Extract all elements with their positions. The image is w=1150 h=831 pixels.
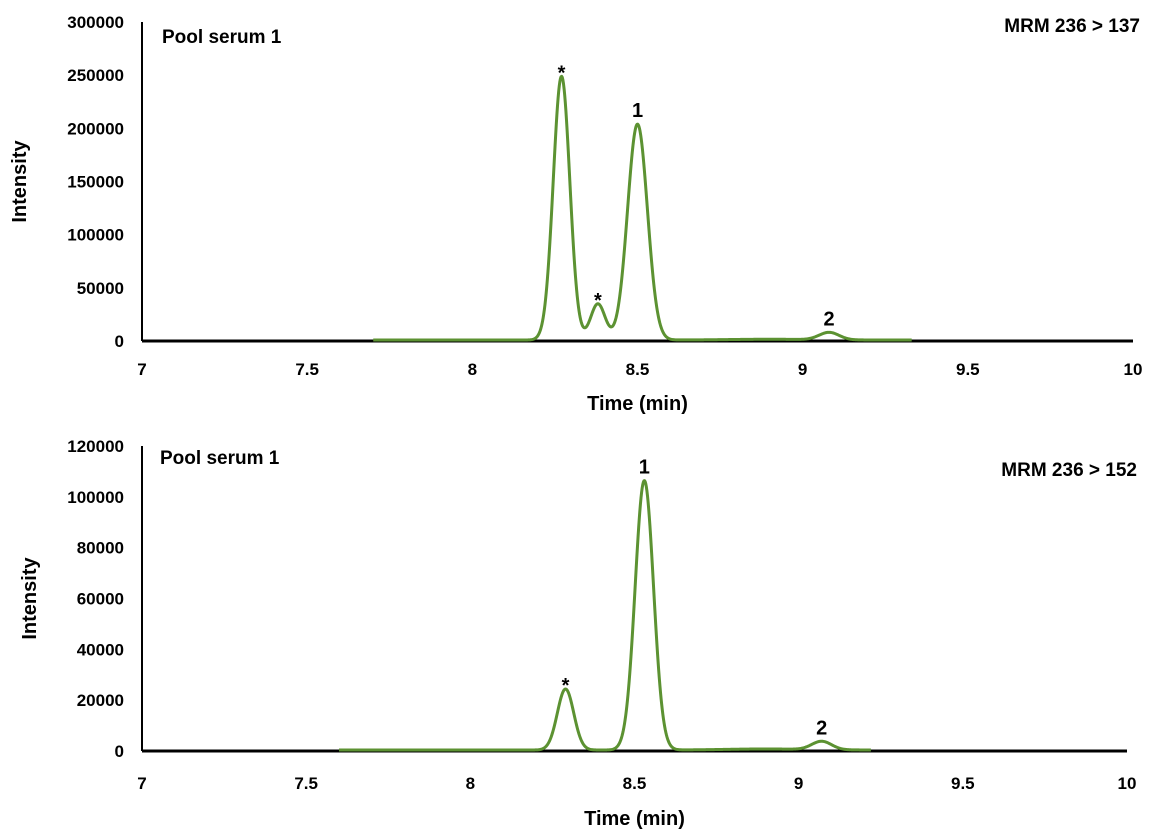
x-axis-title: Time (min) — [587, 393, 688, 415]
y-tick-label: 300000 — [67, 13, 124, 32]
peak-number-label: 2 — [824, 309, 835, 331]
y-tick-label: 150000 — [67, 173, 124, 192]
mrm-transition-label: MRM 236 > 137 — [1004, 16, 1140, 37]
y-tick-label: 200000 — [67, 119, 124, 138]
y-axis-title: Intensity — [19, 557, 41, 640]
y-tick-label: 120000 — [67, 437, 124, 456]
x-tick-label: 9.5 — [951, 774, 975, 793]
y-tick-label: 0 — [115, 332, 124, 351]
x-tick-label: 10 — [1124, 360, 1143, 379]
peak-asterisk-label: * — [562, 675, 570, 697]
mrm-transition-label: MRM 236 > 152 — [1001, 460, 1137, 481]
x-tick-label: 7 — [137, 360, 146, 379]
y-tick-label: 250000 — [67, 66, 124, 85]
chart-panel-2: 0 20000 40000 60000 80000 100000 120000 7 7.5 8 8.… — [19, 437, 1137, 830]
chromatogram-trace — [338, 479, 872, 752]
y-tick-label: 100000 — [67, 226, 124, 245]
sample-label: Pool serum 1 — [160, 448, 280, 469]
chromatogram-trace — [372, 74, 913, 342]
x-tick-label: 10 — [1118, 774, 1137, 793]
x-tick-label: 8 — [468, 360, 477, 379]
x-tick-label: 7.5 — [294, 774, 318, 793]
x-axis-title: Time (min) — [584, 808, 685, 830]
peak-number-label: 1 — [632, 100, 643, 122]
y-axis-title: Intensity — [9, 140, 31, 223]
peak-asterisk-label: * — [594, 290, 602, 312]
x-tick-label: 7 — [137, 774, 146, 793]
x-tick-label: 9.5 — [956, 360, 980, 379]
y-tick-label: 0 — [115, 742, 124, 761]
y-tick-label: 40000 — [77, 640, 124, 659]
peak-number-label: 1 — [639, 457, 650, 479]
x-tick-label: 9 — [798, 360, 807, 379]
y-tick-label: 60000 — [77, 590, 124, 609]
y-tick-label: 100000 — [67, 488, 124, 507]
peak-asterisk-label: * — [558, 62, 566, 84]
x-tick-label: 7.5 — [295, 360, 319, 379]
chart-panel-1: 0 50000 100000 150000 200000 250000 300000 7 7.5… — [9, 13, 1142, 415]
peak-number-label: 2 — [816, 718, 827, 740]
x-tick-label: 8.5 — [626, 360, 650, 379]
x-tick-label: 9 — [794, 774, 803, 793]
y-tick-label: 50000 — [77, 279, 124, 298]
y-tick-label: 80000 — [77, 539, 124, 558]
x-tick-label: 8.5 — [623, 774, 647, 793]
x-tick-label: 8 — [466, 774, 475, 793]
y-tick-label: 20000 — [77, 691, 124, 710]
sample-label: Pool serum 1 — [162, 27, 282, 48]
